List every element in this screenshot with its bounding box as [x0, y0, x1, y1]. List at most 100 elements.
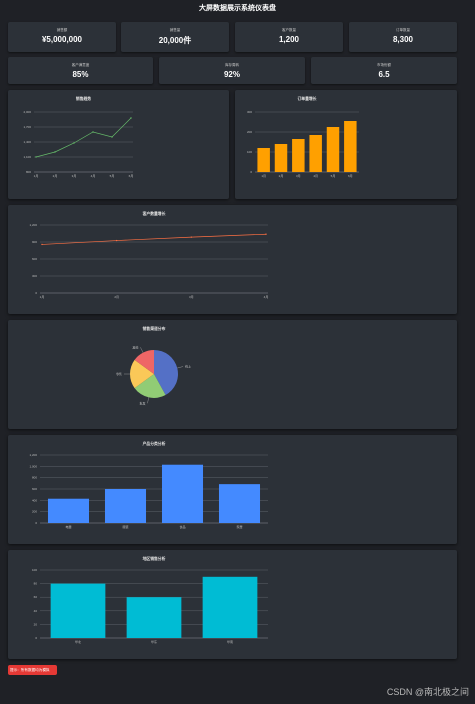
data-point: [35, 156, 37, 158]
bar: [309, 135, 322, 172]
y-tick-label: 0: [250, 170, 252, 174]
x-tick-label: 电器: [65, 524, 71, 529]
x-tick-label: 1月: [34, 174, 39, 178]
kpi-label: 客户满意度: [71, 63, 90, 67]
x-tick-label: 4月: [91, 174, 96, 178]
bar: [257, 148, 270, 172]
x-tick-label: 2月: [53, 174, 58, 178]
y-tick-label: 1,000: [29, 464, 37, 468]
y-tick-label: 300: [247, 110, 252, 114]
data-point: [54, 151, 56, 153]
order-growth-chart: 订单量增长 0 100 200 300 1月 2月 3月 4月 5月 6月: [247, 96, 359, 178]
pie-label: 其他: [132, 344, 138, 349]
y-tick-label: 1,200: [29, 223, 37, 227]
x-tick-label: 华北: [75, 639, 81, 644]
x-tick-label: 服装: [122, 524, 128, 529]
region-bar-chart: 地区销售分析 0 20 40 60 80 100 华北 华东 华南: [32, 556, 268, 644]
chart-title: 产品分类分析: [143, 441, 166, 446]
y-tick-label: 1,200: [29, 453, 37, 457]
chart-title: 销售趋势: [76, 96, 91, 101]
bar: [202, 576, 258, 638]
bar: [274, 144, 288, 172]
pie-label-line: [177, 366, 184, 369]
data-point: [41, 243, 43, 246]
kpi-card-market: 市场份额 6.5: [311, 57, 457, 84]
kpi-value: 1,200: [278, 35, 300, 44]
y-tick-label: 600: [32, 257, 37, 261]
series-line: [41, 233, 267, 245]
kpi-value: 92%: [223, 70, 240, 79]
y-tick-label: 100: [247, 150, 252, 154]
data-point: [73, 142, 75, 144]
y-tick-label: 1,700: [23, 125, 31, 129]
x-tick-label: 6月: [129, 174, 134, 178]
kpi-label: 客户数量: [282, 28, 296, 32]
data-point: [92, 131, 94, 133]
y-tick-label: 2,000: [23, 110, 31, 114]
category-bar-chart: 产品分类分析 0 200 400 600 800 1,000 1,200 电器 服装 食品 家居: [29, 441, 268, 529]
y-tick-label: 1,100: [23, 155, 31, 159]
y-tick-label: 0: [35, 291, 37, 295]
y-tick-label: 300: [32, 274, 37, 278]
y-tick-label: 600: [32, 487, 37, 491]
x-tick-label: 6月: [348, 174, 353, 178]
kpi-label: 销售量: [169, 28, 181, 32]
page-title: 大屏数据展示系统仪表盘: [199, 5, 276, 12]
kpi-label: 库存周转: [225, 63, 239, 67]
y-tick-label: 0: [35, 521, 37, 525]
chart-title: 地区销售分析: [143, 556, 166, 561]
bar: [161, 464, 204, 523]
watermark: CSDN @南北极之间: [386, 687, 469, 697]
y-tick-label: 40: [34, 609, 38, 613]
kpi-card-satisfaction: 客户满意度 85%: [8, 57, 153, 84]
notice-badge: 提示：所有数据均为模拟: [8, 665, 57, 675]
data-point: [190, 236, 193, 238]
bar: [218, 484, 261, 523]
y-tick-label: 0: [35, 636, 37, 640]
y-tick-label: 800: [32, 476, 37, 480]
kpi-label: 销售额: [56, 28, 68, 32]
kpi-label: 市场份额: [377, 63, 391, 67]
chart-title: 客户数量增长: [142, 211, 166, 216]
chart-title: 订单量增长: [298, 96, 317, 101]
pie-slice: [134, 350, 154, 374]
y-tick-label: 400: [32, 498, 37, 502]
chart-panel-order-growth: 订单量增长 0 100 200 300 1月 2月 3月 4月 5月 6月: [235, 90, 457, 199]
y-tick-label: 100: [32, 568, 37, 572]
x-tick-label: 3月: [296, 174, 301, 178]
pie-label: 线上: [185, 364, 191, 369]
bar: [104, 489, 147, 523]
x-tick-label: 华南: [227, 639, 233, 644]
chart-title: 销售渠道分布: [143, 326, 166, 331]
bar: [326, 127, 340, 172]
x-tick-label: 家居: [236, 524, 242, 529]
x-tick-label: 华东: [151, 639, 157, 644]
pie-label: 零售: [116, 371, 122, 376]
x-tick-label: 5月: [331, 174, 336, 178]
kpi-value: ¥5,000,000: [41, 35, 83, 44]
chart-panel-sales-trend: 销售趋势 800 1,100 1,400 1,700 2,000 1月 2月 3月 4月 5月 6月: [8, 90, 229, 199]
y-tick-label: 900: [32, 240, 37, 244]
kpi-value: 20,000件: [158, 36, 192, 45]
customer-growth-chart: 客户数量增长 0 300 600 900 1,200 1月 2月 3月 4月: [29, 211, 268, 299]
kpi-card-inventory: 库存周转 92%: [159, 57, 305, 84]
y-tick-label: 60: [34, 595, 38, 599]
y-tick-label: 800: [26, 170, 31, 174]
sales-trend-chart: 销售趋势 800 1,100 1,400 1,700 2,000 1月 2月 3月 4月 5月 6月: [23, 96, 134, 178]
y-tick-label: 200: [32, 510, 37, 514]
x-tick-label: 3月: [72, 174, 77, 178]
x-tick-label: 食品: [179, 524, 185, 529]
kpi-card-sales: 销售额 ¥5,000,000: [8, 22, 116, 52]
series-line: [35, 117, 132, 158]
kpi-card-volume: 销售量 20,000件: [121, 22, 229, 52]
kpi-card-customers: 客户数量 1,200: [235, 22, 343, 52]
pie-slice: [154, 350, 178, 396]
kpi-value: 8,300: [392, 35, 414, 44]
x-tick-label: 2月: [279, 174, 284, 178]
x-tick-label: 1月: [261, 174, 266, 178]
y-tick-label: 20: [34, 622, 38, 626]
bar: [344, 121, 357, 172]
pie-label: 批发: [139, 400, 145, 405]
data-point: [265, 233, 267, 235]
